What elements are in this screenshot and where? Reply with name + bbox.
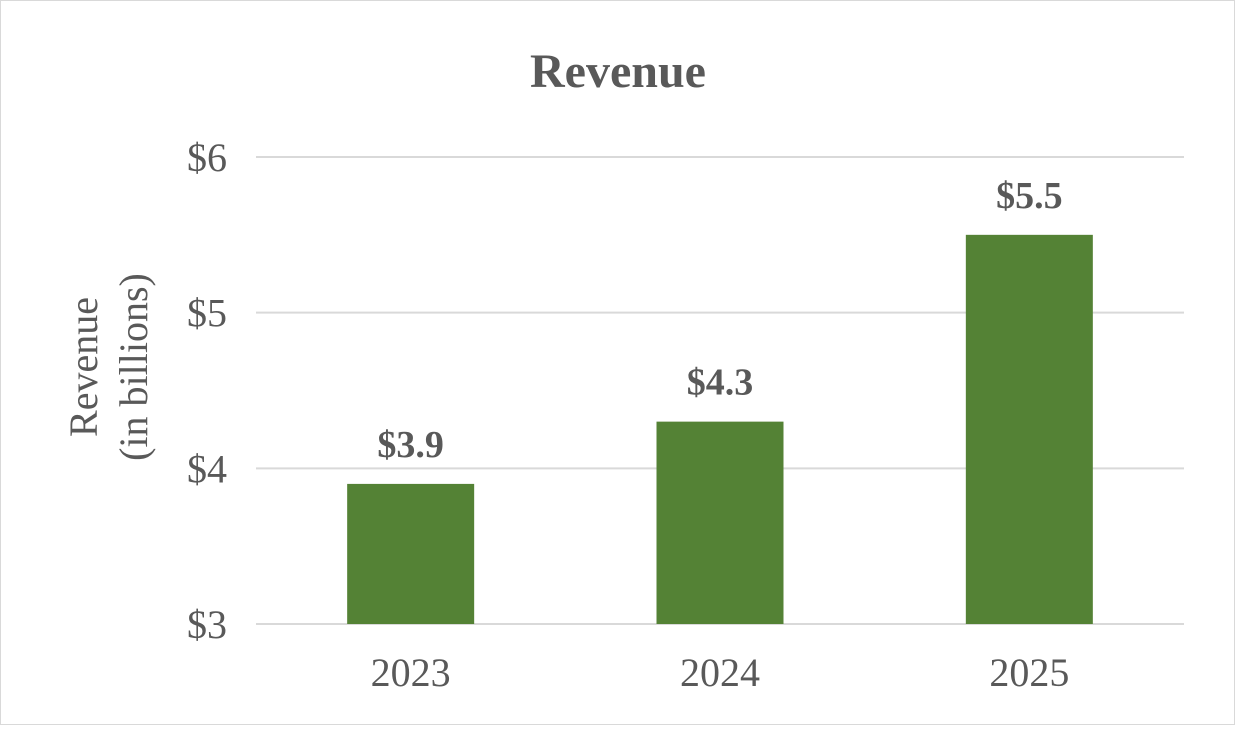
x-axis-ticks: 2023 2024 2025 [371, 650, 1070, 695]
bar-2024 [656, 421, 784, 624]
y-tick-label-1: $4 [187, 446, 227, 491]
x-tick-label-2025: 2025 [989, 650, 1069, 695]
data-label-background-2025 [977, 172, 1082, 217]
bars [347, 234, 1093, 625]
data-label-2024: $4.3 [687, 362, 754, 404]
x-tick-label-2024: 2024 [680, 650, 760, 695]
y-tick-label-0: $3 [187, 602, 227, 647]
data-label-2025: $5.5 [996, 175, 1063, 217]
data-label-background-2023 [358, 421, 463, 466]
data-labels: $3.9 $4.3 $5.5 [358, 172, 1082, 466]
data-label-2023: $3.9 [377, 424, 444, 466]
x-tick-label-2023: 2023 [371, 650, 451, 695]
data-label-background-2024 [668, 359, 772, 404]
y-axis-title-line-1: Revenue [61, 297, 106, 437]
y-tick-label-2: $5 [187, 291, 227, 336]
y-axis-ticks: $3 $4 $5 $6 [187, 135, 227, 647]
y-axis-title-line-2: (in billions) [111, 273, 156, 461]
y-axis-title: Revenue (in billions) [61, 273, 156, 461]
y-tick-label-3: $6 [187, 135, 227, 180]
bar-2023 [347, 483, 475, 624]
bar-2025 [965, 234, 1093, 625]
chart-title: Revenue [530, 45, 706, 98]
